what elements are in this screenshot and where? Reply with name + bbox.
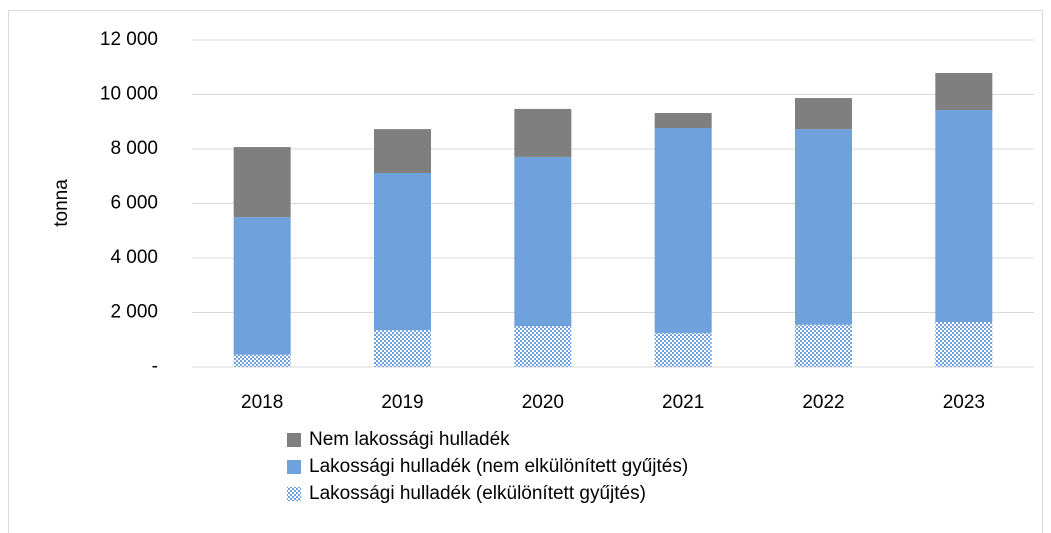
- y-tick-label: -: [152, 356, 158, 377]
- x-tick-label: 2023: [943, 392, 985, 413]
- bar-segment: [233, 354, 291, 367]
- y-axis-label: tonna: [51, 179, 72, 227]
- bar-segment: [514, 108, 572, 157]
- bar-segment: [795, 98, 852, 130]
- bar-segment: [374, 330, 431, 367]
- x-tick-label: 2021: [662, 392, 704, 413]
- x-tick-label: 2020: [522, 392, 564, 413]
- bar-segment: [514, 326, 572, 367]
- x-tick-label: 2018: [241, 392, 283, 413]
- bar-segment: [654, 113, 712, 129]
- x-tick-label: 2022: [802, 392, 844, 413]
- bar-segment: [795, 129, 852, 325]
- legend-swatch: [287, 460, 301, 474]
- bar-segment: [233, 147, 291, 218]
- bar-segment: [514, 156, 572, 327]
- bar-segment: [654, 128, 712, 333]
- legend-label: Lakossági hulladék (elkülönített gyűjtés…: [309, 483, 646, 504]
- x-tick-label: 2019: [381, 392, 423, 413]
- chart-frame: [8, 10, 1043, 533]
- legend-label: Nem lakossági hulladék: [309, 429, 510, 450]
- y-tick-label: 6 000: [110, 193, 158, 214]
- y-tick-label: 12 000: [100, 29, 158, 50]
- bar-segment: [654, 332, 712, 367]
- bar-segment: [935, 322, 993, 367]
- legend-swatch: [287, 433, 301, 447]
- bar-segment: [374, 129, 431, 173]
- y-tick-label: 2 000: [110, 302, 158, 323]
- bar-segment: [935, 72, 993, 111]
- y-tick-label: 8 000: [110, 138, 158, 159]
- bar-segment: [374, 172, 431, 331]
- bar-segment: [795, 324, 852, 367]
- y-tick-label: 4 000: [110, 247, 158, 268]
- legend-swatch: [287, 487, 301, 501]
- bar-segment: [935, 110, 993, 323]
- y-tick-label: 10 000: [100, 84, 158, 105]
- bar-segment: [233, 217, 291, 355]
- legend-label: Lakossági hulladék (nem elkülönített gyű…: [309, 456, 688, 477]
